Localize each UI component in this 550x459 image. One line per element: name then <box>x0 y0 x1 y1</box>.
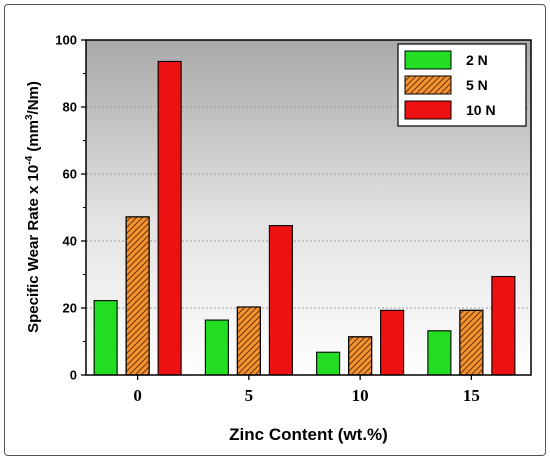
bar-2n-zinc-15 <box>427 330 452 376</box>
bar-hatch-5n-zinc-15 <box>459 309 484 376</box>
bar-2n-zinc-0 <box>93 300 118 376</box>
y-axis-title: Specific Wear Rate x 10-4 (mm3/Nm) <box>24 81 42 333</box>
legend-swatch-hatch-5n <box>404 75 452 95</box>
y-axis-title-exp2: 3 <box>24 114 35 120</box>
legend-swatch-2n <box>404 50 452 70</box>
y-tick-label-80: 80 <box>63 100 77 115</box>
x-tick-label-5: 5 <box>245 386 254 405</box>
bar-2n-zinc-5 <box>204 319 229 376</box>
legend-label-10n: 10 N <box>466 102 496 118</box>
y-axis-title-middle: (mm <box>25 120 42 156</box>
bar-10n-zinc-0 <box>157 60 182 376</box>
x-tick-label-0: 0 <box>133 386 142 405</box>
legend-label-2n: 2 N <box>466 52 488 68</box>
legend-label-5n: 5 N <box>466 77 488 93</box>
y-tick-label-40: 40 <box>63 234 77 249</box>
x-tick-labels: 0 5 10 15 <box>133 386 480 405</box>
bar-10n-zinc-5 <box>268 225 293 376</box>
y-tick-labels: 0 20 40 60 80 100 <box>55 33 77 383</box>
x-tick-label-15: 15 <box>463 386 480 405</box>
y-tick-label-60: 60 <box>63 167 77 182</box>
legend-swatch-10n <box>404 100 452 120</box>
legend: 2 N 5 N 10 N <box>397 43 527 127</box>
y-axis-title-exp1: -4 <box>24 155 35 164</box>
bars <box>93 60 516 376</box>
bar-10n-zinc-10 <box>380 309 405 376</box>
y-tick-label-0: 0 <box>70 368 77 383</box>
y-tick-label-20: 20 <box>63 301 77 316</box>
axis-ticks <box>81 39 473 380</box>
bar-hatch-5n-zinc-10 <box>348 336 373 376</box>
bar-hatch-5n-zinc-0 <box>125 216 150 376</box>
y-axis-title-prefix: Specific Wear Rate x 10 <box>25 165 42 333</box>
bar-2n-zinc-10 <box>316 351 341 376</box>
x-tick-label-10: 10 <box>352 386 369 405</box>
bar-10n-zinc-15 <box>491 275 516 376</box>
y-tick-label-100: 100 <box>55 33 77 48</box>
bar-hatch-5n-zinc-5 <box>236 306 261 376</box>
x-axis-title: Zinc Content (wt.%) <box>229 425 388 444</box>
y-axis-title-suffix: /Nm) <box>25 81 42 114</box>
